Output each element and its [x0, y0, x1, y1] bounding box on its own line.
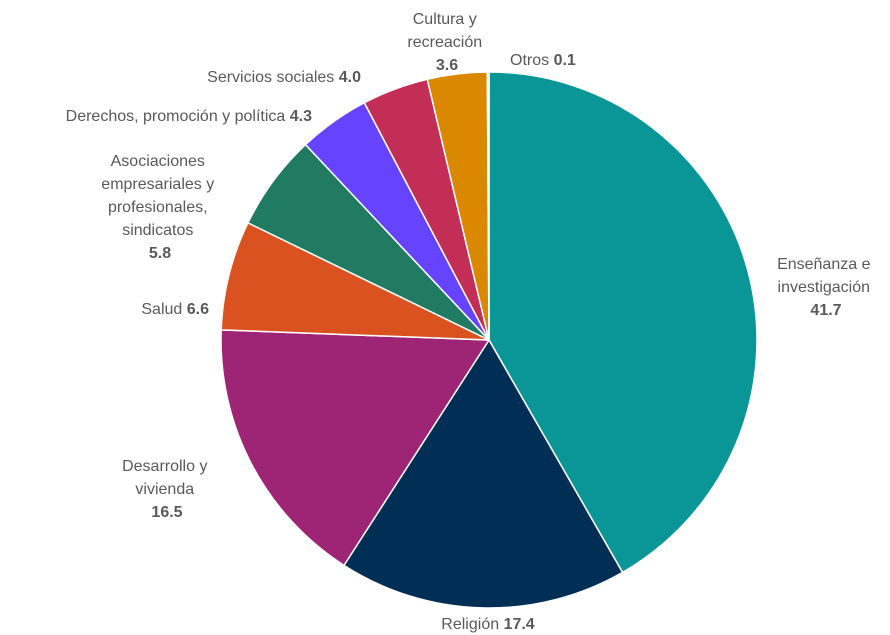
label-salud: Salud 6.6: [141, 301, 209, 318]
value-religion: 17.4: [504, 616, 535, 633]
value-asociaciones: 5.8: [149, 245, 171, 262]
value-otros: 0.1: [554, 52, 576, 69]
label-ensenanza-line1: Enseñanza e: [777, 256, 871, 273]
label-desarrollo: Desarrollo y vivienda 16.5: [122, 458, 212, 521]
label-asoc-line2: empresariales y: [101, 176, 214, 193]
label-ensenanza-line2: investigación: [778, 279, 871, 296]
pie-labels: Enseñanza e investigación 41.7 Religión …: [66, 11, 875, 633]
label-religion-name: Religión: [441, 616, 499, 633]
value-servicios: 4.0: [339, 69, 361, 86]
label-servicios-name: Servicios sociales: [207, 69, 334, 86]
pie-slice-2: [220, 329, 491, 567]
value-ensenanza: 41.7: [810, 302, 841, 319]
pie-slice-3: [220, 221, 490, 341]
label-asoc-line4: sindicatos: [122, 222, 193, 239]
label-cultura-line2: recreación: [407, 34, 482, 51]
label-cultura: Cultura y recreación 3.6: [407, 11, 486, 74]
label-otros: Otros 0.1: [510, 52, 576, 69]
label-religion: Religión 17.4: [441, 616, 535, 633]
value-derechos: 4.3: [290, 108, 312, 125]
value-cultura: 3.6: [436, 57, 458, 74]
label-cultura-line1: Cultura y: [413, 11, 477, 28]
label-ensenanza: Enseñanza e investigación 41.7: [777, 256, 875, 319]
label-salud-name: Salud: [141, 301, 182, 318]
label-derechos-name: Derechos, promoción y política: [66, 108, 286, 125]
pie-slice-0: [488, 71, 758, 574]
value-desarrollo: 16.5: [151, 504, 182, 521]
label-asoc-line3: profesionales,: [108, 199, 208, 216]
label-asoc-line1: Asociaciones: [111, 153, 205, 170]
label-derechos: Derechos, promoción y política 4.3: [66, 108, 312, 125]
label-desarrollo-line1: Desarrollo y: [122, 458, 207, 475]
label-asociaciones: Asociaciones empresariales y profesional…: [101, 153, 218, 262]
pie-slice-8: [486, 71, 490, 341]
label-otros-name: Otros: [510, 52, 549, 69]
label-servicios: Servicios sociales 4.0: [207, 69, 361, 86]
pie-slices: [220, 71, 758, 609]
label-desarrollo-line2: vivienda: [135, 481, 194, 498]
value-salud: 6.6: [187, 301, 209, 318]
pie-slice-1: [342, 338, 624, 609]
